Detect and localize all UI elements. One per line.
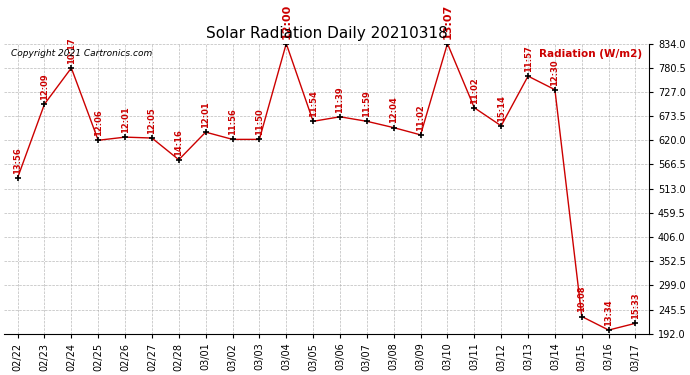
Text: 11:54: 11:54 xyxy=(308,90,317,117)
Text: 11:57: 11:57 xyxy=(524,45,533,72)
Text: 14:16: 14:16 xyxy=(175,129,184,156)
Text: 12:00: 12:00 xyxy=(282,4,291,39)
Text: 10:17: 10:17 xyxy=(67,37,76,64)
Text: 12:06: 12:06 xyxy=(94,110,103,136)
Text: 12:04: 12:04 xyxy=(389,97,398,123)
Text: 12:01: 12:01 xyxy=(201,101,210,128)
Text: 11:50: 11:50 xyxy=(255,108,264,135)
Text: Copyright 2021 Cartronics.com: Copyright 2021 Cartronics.com xyxy=(10,50,152,58)
Text: 13:56: 13:56 xyxy=(13,147,22,174)
Text: 11:39: 11:39 xyxy=(335,86,344,112)
Text: 10:08: 10:08 xyxy=(578,286,586,312)
Text: Radiation (W/m2): Radiation (W/m2) xyxy=(540,50,642,59)
Text: 11:59: 11:59 xyxy=(362,90,371,117)
Text: 12:01: 12:01 xyxy=(121,106,130,133)
Text: 11:02: 11:02 xyxy=(470,77,479,104)
Text: 15:14: 15:14 xyxy=(497,95,506,122)
Title: Solar Radiation Daily 20210318: Solar Radiation Daily 20210318 xyxy=(206,26,447,41)
Text: 11:56: 11:56 xyxy=(228,108,237,135)
Text: 13:34: 13:34 xyxy=(604,299,613,326)
Text: 11:02: 11:02 xyxy=(416,104,425,131)
Text: 12:30: 12:30 xyxy=(551,59,560,86)
Text: 13:07: 13:07 xyxy=(442,4,453,39)
Text: 12:05: 12:05 xyxy=(148,107,157,134)
Text: 15:33: 15:33 xyxy=(631,292,640,319)
Text: 12:09: 12:09 xyxy=(40,74,49,100)
